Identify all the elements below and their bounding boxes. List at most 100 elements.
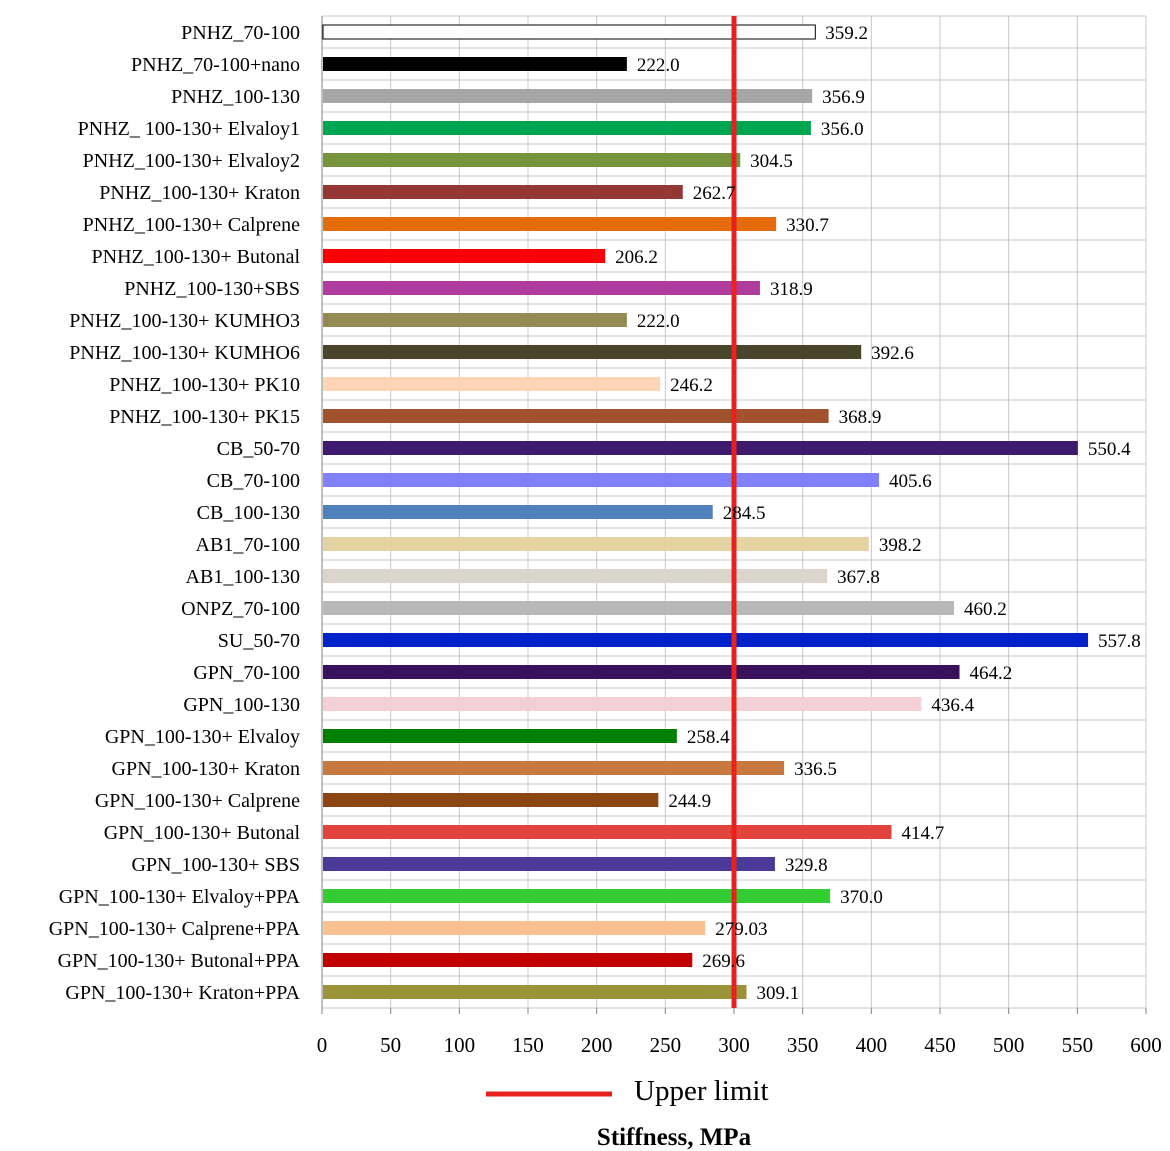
bar <box>323 281 760 295</box>
category-label: AB1_100-130 <box>186 566 300 588</box>
bar <box>323 665 960 679</box>
bar <box>323 601 955 615</box>
x-tick-label: 500 <box>993 1033 1025 1057</box>
category-label: PNHZ_100-130+ Elvaloy2 <box>83 150 300 172</box>
category-label: PNHZ_70-100+nano <box>131 54 300 76</box>
bar <box>323 153 741 167</box>
category-label: GPN_100-130+ Butonal+PPA <box>58 950 301 972</box>
category-label: CB_100-130 <box>197 502 300 524</box>
value-label: 309.1 <box>756 983 799 1004</box>
category-label: PNHZ_100-130+ KUMHO3 <box>69 310 300 332</box>
bar <box>323 889 831 903</box>
category-label: PNHZ_100-130+ Calprene <box>83 214 300 236</box>
value-label: 405.6 <box>889 471 932 492</box>
bar <box>323 89 813 103</box>
bar <box>323 729 677 743</box>
category-label: PNHZ_100-130+ PK15 <box>109 406 300 428</box>
category-label: PNHZ_100-130+ Butonal <box>92 246 301 268</box>
bar <box>323 313 627 327</box>
x-tick-label: 100 <box>444 1033 476 1057</box>
category-label: GPN_100-130+ Calprene+PPA <box>49 918 301 940</box>
labels: 0 50 100 150 200 250 300 350 400 450 500 550 600 PNHZ… <box>49 22 1162 1057</box>
bar <box>323 537 869 551</box>
category-label: GPN_100-130+ Calprene <box>95 790 300 812</box>
category-label: CB_70-100 <box>207 470 300 492</box>
x-tick-label: 50 <box>380 1033 401 1057</box>
bar <box>323 953 693 967</box>
legend: Upper limit <box>486 1075 769 1107</box>
bar <box>323 985 747 999</box>
value-label: 222.0 <box>637 55 680 76</box>
value-label: 279.03 <box>715 919 767 940</box>
value-label: 318.9 <box>770 279 813 300</box>
value-label: 460.2 <box>964 599 1007 620</box>
category-label: SU_50-70 <box>218 630 300 652</box>
bar <box>323 505 713 519</box>
x-tick-label: 600 <box>1130 1033 1162 1057</box>
bar <box>323 761 785 775</box>
value-label: 329.8 <box>785 855 828 876</box>
bar <box>323 569 828 583</box>
category-label: PNHZ_100-130 <box>171 86 300 108</box>
category-label: GPN_100-130 <box>183 694 300 716</box>
category-label: PNHZ_100-130+ PK10 <box>109 374 300 396</box>
bar <box>323 921 706 935</box>
bar <box>323 185 683 199</box>
bar <box>322 24 816 40</box>
value-label: 258.4 <box>687 727 730 748</box>
value-label: 304.5 <box>750 151 793 172</box>
x-tick-label: 400 <box>856 1033 888 1057</box>
x-tick-label: 0 <box>317 1033 328 1057</box>
value-label: 367.8 <box>837 567 880 588</box>
bar <box>323 249 606 263</box>
x-tick-label: 550 <box>1062 1033 1094 1057</box>
bar <box>323 345 862 359</box>
bar <box>323 793 659 807</box>
category-label: GPN_70-100 <box>193 662 300 684</box>
bar <box>323 57 627 71</box>
category-label: GPN_100-130+ SBS <box>131 854 300 876</box>
x-axis-title: Stiffness, MPa <box>597 1124 752 1151</box>
value-label: 557.8 <box>1098 631 1141 652</box>
category-label: PNHZ_ 100-130+ Elvaloy1 <box>78 118 300 140</box>
category-label: GPN_100-130+ Elvaloy <box>105 726 300 748</box>
category-label: ONPZ_70-100 <box>181 598 300 620</box>
x-tick-label: 200 <box>581 1033 613 1057</box>
bar <box>323 121 811 135</box>
value-label: 244.9 <box>668 791 711 812</box>
bar <box>323 409 829 423</box>
x-tick-label: 300 <box>718 1033 750 1057</box>
bar <box>323 377 661 391</box>
category-label: GPN_100-130+ Kraton+PPA <box>65 982 300 1004</box>
x-tick-label: 350 <box>787 1033 819 1057</box>
value-label: 398.2 <box>879 535 922 556</box>
bar <box>323 697 922 711</box>
value-label: 368.9 <box>839 407 882 428</box>
value-label: 370.0 <box>840 887 883 908</box>
bars <box>322 24 1089 999</box>
value-label: 414.7 <box>902 823 945 844</box>
bar <box>323 857 775 871</box>
legend-label-upper-limit: Upper limit <box>634 1075 769 1107</box>
category-label: GPN_100-130+ Butonal <box>104 822 301 844</box>
value-label: 359.2 <box>825 23 868 44</box>
category-label: GPN_100-130+ Elvaloy+PPA <box>59 886 301 908</box>
bar <box>323 473 880 487</box>
value-label: 262.7 <box>693 183 736 204</box>
category-label: PNHZ_100-130+ Kraton <box>99 182 300 204</box>
category-label: GPN_100-130+ Kraton <box>112 758 301 780</box>
value-label: 246.2 <box>670 375 713 396</box>
x-tick-label: 150 <box>512 1033 544 1057</box>
bar <box>323 217 777 231</box>
value-label: 269.6 <box>702 951 745 972</box>
category-label: AB1_70-100 <box>196 534 300 556</box>
value-label: 284.5 <box>723 503 766 524</box>
value-label: 356.9 <box>822 87 865 108</box>
category-label: PNHZ_70-100 <box>181 22 300 44</box>
value-label: 550.4 <box>1088 439 1131 460</box>
category-label: PNHZ_100-130+ KUMHO6 <box>69 342 300 364</box>
value-label: 356.0 <box>821 119 864 140</box>
category-label: CB_50-70 <box>217 438 300 460</box>
x-tick-label: 250 <box>650 1033 682 1057</box>
